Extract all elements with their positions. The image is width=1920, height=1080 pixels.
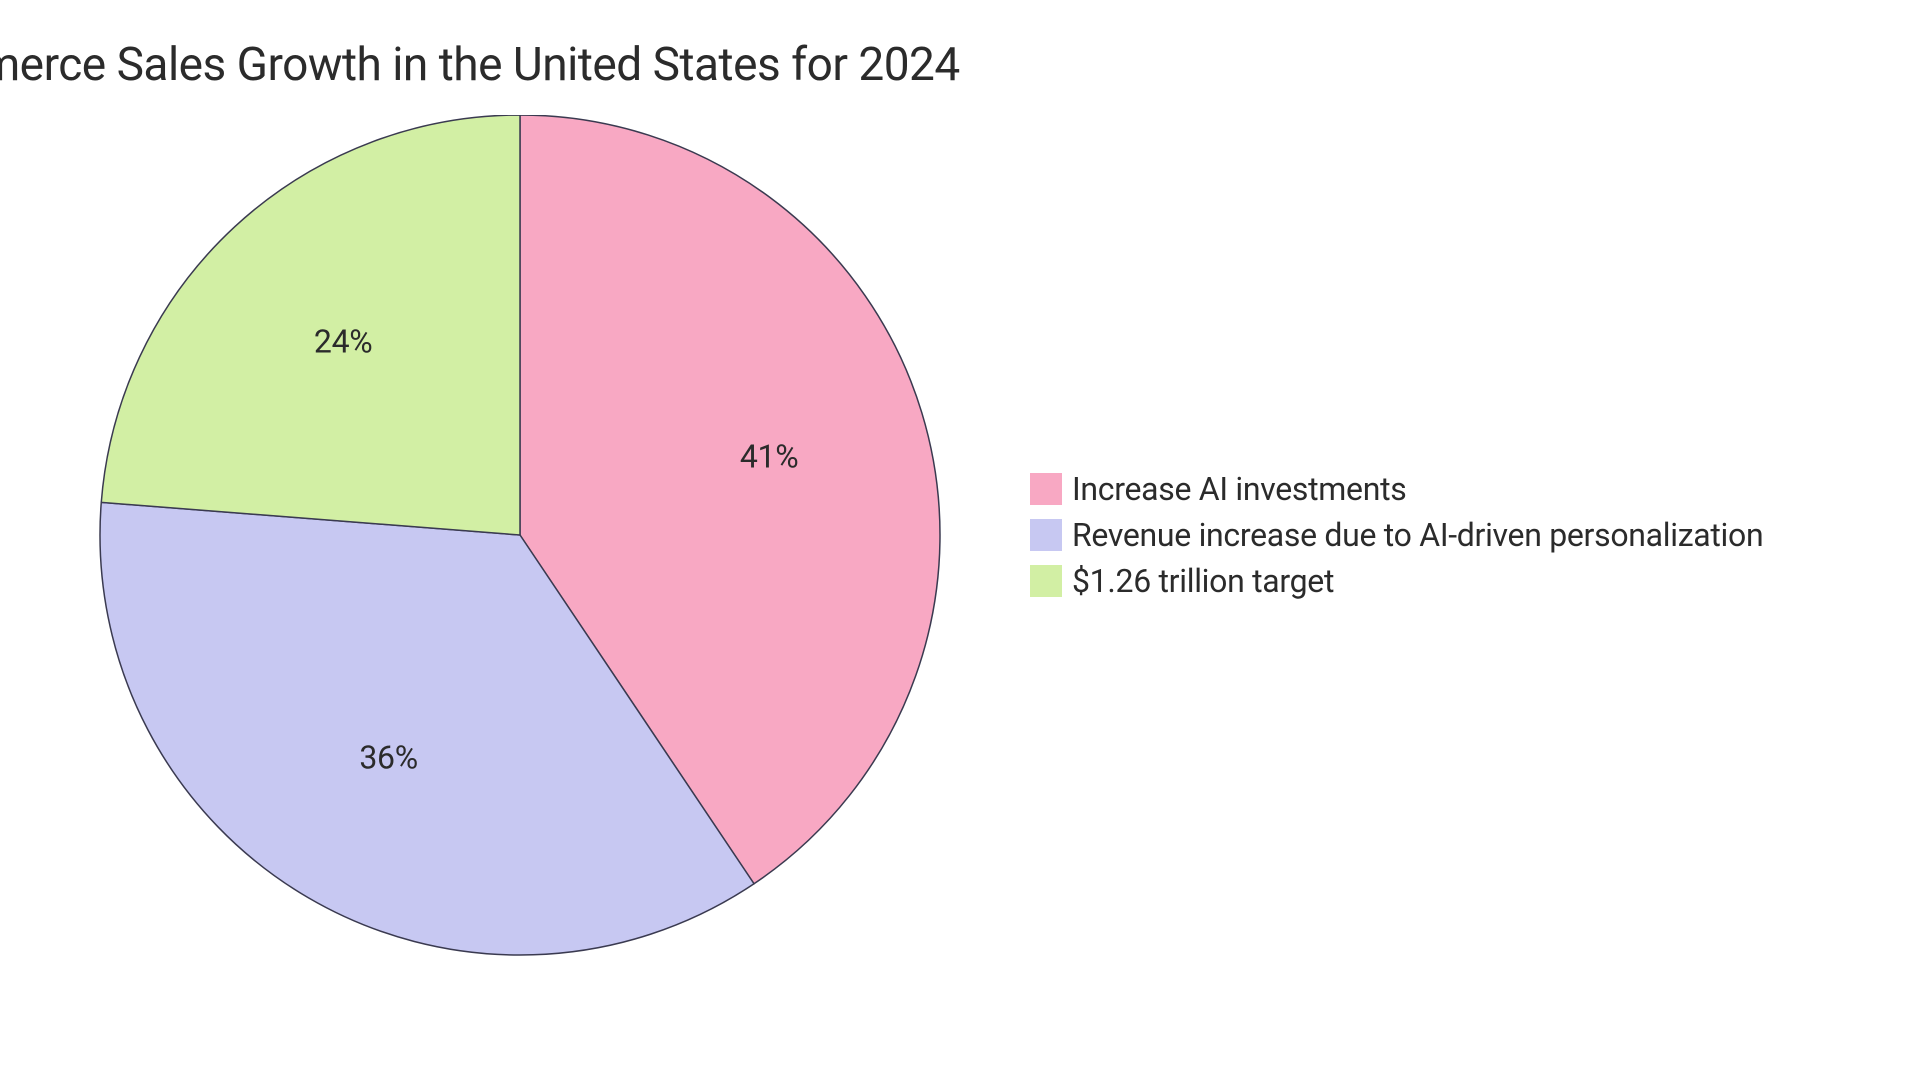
legend-item: Increase AI investments xyxy=(1030,470,1763,508)
pie-slice-label: 24% xyxy=(314,322,373,360)
legend-swatch xyxy=(1030,473,1062,505)
legend-item: $1.26 trillion target xyxy=(1030,562,1763,600)
legend-label: $1.26 trillion target xyxy=(1072,562,1334,600)
legend-swatch xyxy=(1030,519,1062,551)
chart-title: mmerce Sales Growth in the United States… xyxy=(0,38,960,92)
legend-label: Increase AI investments xyxy=(1072,470,1406,508)
pie-slice xyxy=(101,115,520,535)
legend-item: Revenue increase due to AI-driven person… xyxy=(1030,516,1763,554)
pie-slice-label: 41% xyxy=(740,438,799,476)
pie-slice-label: 36% xyxy=(359,738,418,776)
legend-swatch xyxy=(1030,565,1062,597)
pie-chart: 41% 36% 24% xyxy=(85,115,965,969)
legend-label: Revenue increase due to AI-driven person… xyxy=(1072,516,1763,554)
legend: Increase AI investments Revenue increase … xyxy=(1030,470,1763,600)
